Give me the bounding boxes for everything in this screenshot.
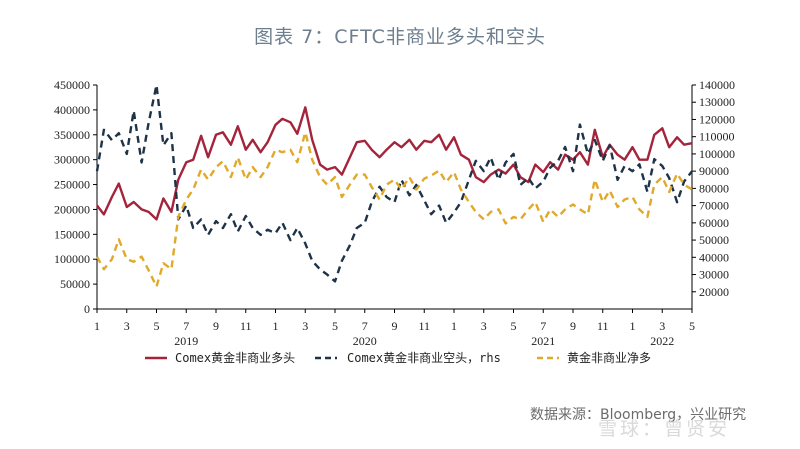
x-tick-label: 11 bbox=[240, 319, 252, 333]
page-title: 图表 7：CFTC非商业多头和空头 bbox=[254, 26, 546, 48]
y-right-tick-label: 130000 bbox=[699, 95, 735, 109]
chart-axes: 0500001000001500002000002500003000003500… bbox=[54, 78, 735, 348]
series-line-1 bbox=[96, 106, 693, 221]
x-tick-label: 1 bbox=[630, 319, 636, 333]
x-tick-label: 7 bbox=[183, 319, 189, 333]
y-right-tick-label: 70000 bbox=[699, 199, 729, 213]
y-right-tick-label: 40000 bbox=[699, 250, 729, 264]
legend-label-1: Comex黄金非商业多头 bbox=[175, 350, 295, 365]
y-left-tick-label: 450000 bbox=[54, 78, 90, 92]
x-tick-label: 11 bbox=[597, 319, 609, 333]
y-right-tick-label: 110000 bbox=[699, 130, 735, 144]
y-right-tick-label: 80000 bbox=[699, 181, 729, 195]
x-tick-label: 3 bbox=[302, 319, 308, 333]
y-left-tick-label: 300000 bbox=[54, 153, 90, 167]
y-left-tick-label: 150000 bbox=[54, 227, 90, 241]
y-right-tick-label: 60000 bbox=[699, 216, 729, 230]
x-year-label: 2020 bbox=[353, 334, 377, 348]
x-tick-label: 3 bbox=[481, 319, 487, 333]
y-right-tick-label: 90000 bbox=[699, 164, 729, 178]
y-right-tick-label: 30000 bbox=[699, 268, 729, 282]
x-tick-label: 3 bbox=[124, 319, 130, 333]
y-right-tick-label: 120000 bbox=[699, 112, 735, 126]
x-tick-label: 9 bbox=[392, 319, 398, 333]
y-right-tick-label: 140000 bbox=[699, 78, 735, 92]
y-right-tick-label: 50000 bbox=[699, 233, 729, 247]
y-right-tick-label: 20000 bbox=[699, 285, 729, 299]
x-tick-label: 3 bbox=[659, 319, 665, 333]
x-tick-label: 1 bbox=[451, 319, 457, 333]
x-tick-label: 1 bbox=[94, 319, 100, 333]
x-year-label: 2019 bbox=[174, 334, 198, 348]
y-left-tick-label: 350000 bbox=[54, 128, 90, 142]
legend-label-3: 黄金非商业净多 bbox=[567, 350, 651, 365]
x-tick-label: 5 bbox=[332, 319, 338, 333]
y-right-tick-label: 100000 bbox=[699, 147, 735, 161]
x-tick-label: 5 bbox=[511, 319, 517, 333]
x-tick-label: 7 bbox=[362, 319, 368, 333]
y-left-tick-label: 250000 bbox=[54, 178, 90, 192]
x-year-label: 2021 bbox=[531, 334, 555, 348]
chart-legend: Comex黄金非商业多头 Comex黄金非商业空头，rhs 黄金非商业净多 bbox=[145, 350, 651, 365]
y-left-tick-label: 0 bbox=[84, 302, 90, 316]
x-year-label: 2022 bbox=[650, 334, 674, 348]
y-left-tick-label: 200000 bbox=[54, 202, 90, 216]
source-note: 数据来源：Bloomberg，兴业研究 bbox=[530, 407, 747, 423]
x-tick-label: 11 bbox=[418, 319, 430, 333]
y-left-tick-label: 100000 bbox=[54, 252, 90, 266]
y-left-tick-label: 400000 bbox=[54, 103, 90, 117]
series-line-3 bbox=[95, 131, 693, 288]
x-tick-label: 9 bbox=[213, 319, 219, 333]
chart-plot-area bbox=[95, 83, 693, 288]
x-tick-label: 9 bbox=[570, 319, 576, 333]
x-tick-label: 7 bbox=[540, 319, 546, 333]
x-tick-label: 1 bbox=[273, 319, 279, 333]
x-tick-label: 5 bbox=[154, 319, 160, 333]
legend-label-2: Comex黄金非商业空头，rhs bbox=[347, 350, 501, 365]
watermark: 雪球：曾贤安 bbox=[598, 418, 731, 440]
x-tick-label: 5 bbox=[689, 319, 695, 333]
y-left-tick-label: 50000 bbox=[60, 277, 90, 291]
series-line-2 bbox=[95, 83, 693, 283]
